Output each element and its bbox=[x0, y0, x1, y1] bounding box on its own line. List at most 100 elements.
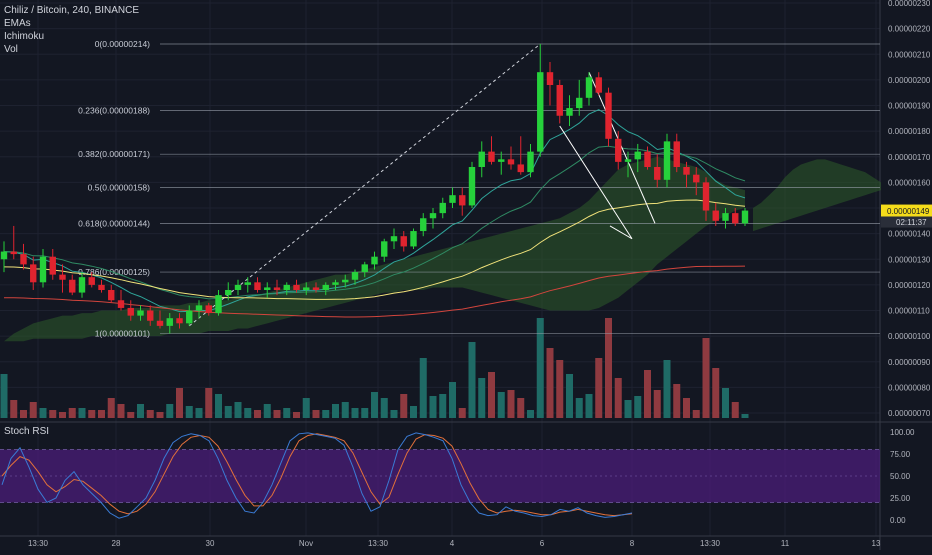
volume-bar bbox=[614, 378, 622, 418]
volume-bar bbox=[215, 394, 222, 418]
volume-bar bbox=[731, 402, 739, 418]
candle-body bbox=[390, 236, 398, 242]
fibonacci-retracement: 0(0.00000214) 0.236(0.00000188) 0.382(0.00… bbox=[78, 39, 880, 339]
current-price-label: 0.00000149 bbox=[887, 207, 930, 216]
volume-bar bbox=[273, 410, 281, 418]
volume-bar bbox=[283, 408, 291, 418]
volume-bar bbox=[20, 410, 27, 418]
fib-label: 0(0.00000214) bbox=[95, 39, 150, 49]
volume-bar bbox=[185, 406, 193, 418]
volume-bar bbox=[488, 372, 495, 418]
candle-body bbox=[527, 151, 534, 173]
stoch-rsi-pane bbox=[0, 432, 880, 519]
cloud-area bbox=[4, 156, 745, 342]
price-tick-label: 0.00000210 bbox=[888, 50, 931, 59]
candle-body bbox=[264, 287, 271, 290]
fib-label: 0.236(0.00000188) bbox=[78, 106, 150, 116]
candle-body bbox=[459, 195, 466, 206]
time-tick-label: 13 bbox=[872, 539, 881, 548]
time-tick-label: 4 bbox=[450, 539, 455, 548]
candle-body bbox=[147, 310, 154, 321]
volume-bar bbox=[234, 402, 242, 418]
candle-body bbox=[293, 284, 300, 290]
candle-body bbox=[332, 282, 339, 285]
candle-body bbox=[537, 72, 544, 152]
volume-bar bbox=[429, 396, 437, 418]
volume-bar bbox=[702, 338, 710, 418]
candle-body bbox=[400, 236, 407, 247]
candle-body bbox=[117, 300, 125, 308]
candle-body bbox=[49, 256, 56, 275]
ema-mid-line bbox=[3, 145, 746, 300]
indicator-vol[interactable]: Vol bbox=[4, 44, 18, 55]
candle-body bbox=[195, 305, 203, 311]
volume-bar bbox=[439, 394, 447, 418]
volume-bar bbox=[176, 388, 183, 418]
fib-label: 0.5(0.00000158) bbox=[88, 183, 151, 193]
current-price-badge bbox=[881, 204, 932, 217]
volume-bar bbox=[224, 406, 232, 418]
fib-label: 0.382(0.00000171) bbox=[78, 149, 150, 159]
volume-bar bbox=[478, 378, 486, 418]
volume-bar bbox=[556, 360, 564, 418]
candle-body bbox=[59, 274, 66, 280]
volume-bar bbox=[88, 410, 96, 418]
volume-bar bbox=[302, 398, 310, 418]
volume-bar bbox=[644, 370, 651, 418]
candle-body bbox=[108, 290, 115, 301]
volume-bar bbox=[29, 402, 37, 418]
candle-body bbox=[683, 167, 690, 175]
candle-body bbox=[634, 151, 641, 160]
volume-bar bbox=[117, 404, 125, 418]
volume-bar bbox=[127, 412, 135, 418]
candle-body bbox=[166, 318, 173, 326]
candle-body bbox=[205, 305, 212, 314]
candle-body bbox=[225, 290, 232, 296]
fib-label: 1(0.00000101) bbox=[95, 329, 150, 339]
price-tick-label: 0.00000180 bbox=[888, 127, 931, 136]
ema-fast-line bbox=[3, 109, 746, 313]
candle-body bbox=[20, 254, 27, 265]
channel-tip bbox=[609, 225, 633, 240]
candle-body bbox=[381, 241, 388, 257]
candle-body bbox=[615, 138, 622, 162]
indicator-emas[interactable]: EMAs bbox=[4, 18, 31, 29]
candle-body bbox=[410, 231, 417, 247]
volume-bar bbox=[497, 392, 505, 418]
symbol-title[interactable]: Chiliz / Bitcoin, 240, BINANCE bbox=[4, 5, 140, 16]
candle-body bbox=[566, 108, 573, 116]
candle-body bbox=[283, 284, 290, 290]
indicator-ichimoku[interactable]: Ichimoku bbox=[4, 31, 45, 42]
price-tick-label: 0.00000080 bbox=[888, 383, 931, 392]
volume-bar bbox=[332, 404, 339, 418]
candle-body bbox=[312, 287, 320, 290]
volume-bar bbox=[0, 374, 8, 418]
time-tick-label: 13:30 bbox=[28, 539, 49, 548]
time-tick-label: 28 bbox=[112, 539, 121, 548]
volume-bar bbox=[244, 408, 252, 418]
candle-body bbox=[732, 213, 739, 224]
candle-body bbox=[361, 264, 368, 273]
candle-body bbox=[88, 277, 95, 285]
volume-bar bbox=[517, 398, 525, 418]
price-tick-label: 0.00000100 bbox=[888, 332, 931, 341]
volume-bar bbox=[49, 410, 57, 418]
candlesticks bbox=[0, 44, 749, 334]
candle-body bbox=[693, 174, 700, 183]
volume-bar bbox=[566, 374, 573, 418]
stoch-k-line bbox=[1, 432, 633, 519]
volume-bar bbox=[458, 408, 466, 418]
candle-body bbox=[624, 159, 632, 162]
stoch-rsi-title[interactable]: Stoch RSI bbox=[4, 426, 50, 437]
candle-body bbox=[30, 264, 37, 283]
candle-body bbox=[78, 277, 86, 293]
volume-bar bbox=[166, 404, 174, 418]
candle-body bbox=[702, 182, 710, 211]
volume-bar bbox=[341, 402, 349, 418]
candle-body bbox=[156, 320, 164, 326]
candle-body bbox=[322, 284, 329, 290]
price-tick-label: 0.00000110 bbox=[888, 307, 930, 316]
candle-body bbox=[10, 251, 17, 255]
